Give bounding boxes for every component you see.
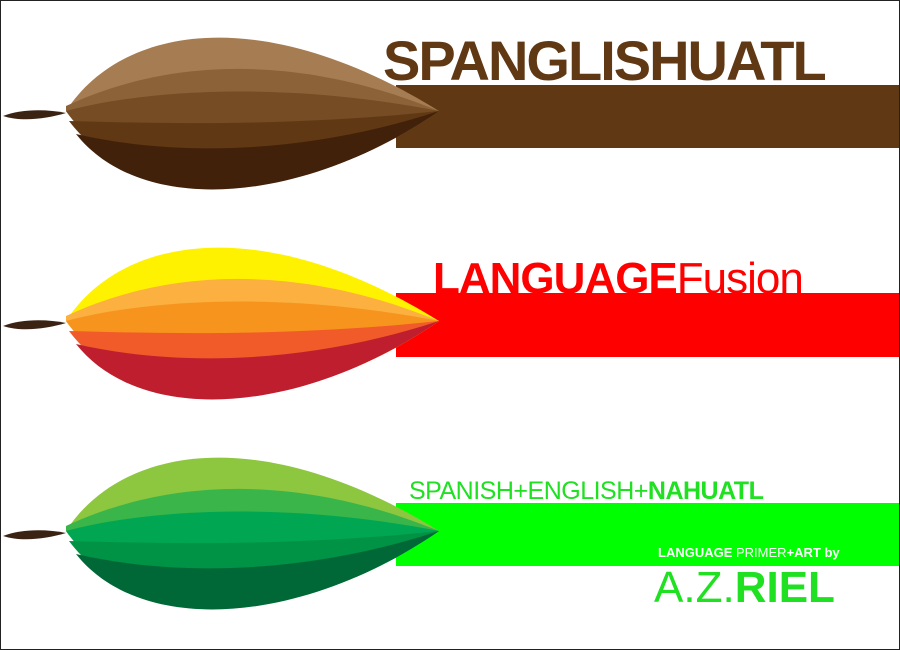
subtitle-language-fusion: LANGUAGEFusion: [433, 254, 804, 303]
pod-segment: [76, 531, 439, 610]
brown-cacao-pod: [3, 37, 439, 190]
red-band: [396, 293, 899, 357]
author-initials: A.Z.: [654, 563, 735, 612]
orange-cacao-pod: [3, 247, 439, 400]
primer-language: LANGUAGE: [658, 545, 733, 560]
primer-primer: PRIMER: [732, 545, 787, 560]
brown-band: [396, 85, 899, 148]
subtitle-language-bold: LANGUAGE: [433, 254, 678, 303]
pod-stem: [3, 110, 66, 120]
green-cacao-pod: [3, 457, 439, 610]
pod-stem: [3, 530, 66, 540]
author-name: A.Z.RIEL: [654, 566, 835, 610]
languages-line: SPANISH+ENGLISH+NAHUATL: [409, 477, 764, 505]
language-spanish: SPANISH: [409, 477, 514, 505]
author-surname: RIEL: [734, 563, 835, 612]
pod-segment: [76, 111, 439, 190]
primer-by: by: [820, 545, 840, 560]
primer-art: +ART: [786, 545, 821, 560]
language-english: ENGLISH: [527, 477, 635, 505]
primer-line: LANGUAGE PRIMER+ART by: [658, 546, 840, 559]
cover-title: SPANGLISHUATL: [383, 29, 827, 92]
green-band: [396, 503, 899, 566]
plus-sign: +: [633, 477, 649, 505]
plus-sign: +: [513, 477, 528, 505]
subtitle-fusion: Fusion: [676, 254, 804, 303]
pod-segment: [76, 321, 439, 400]
language-nahuatl: NAHUATL: [647, 477, 764, 505]
pod-stem: [3, 320, 66, 330]
